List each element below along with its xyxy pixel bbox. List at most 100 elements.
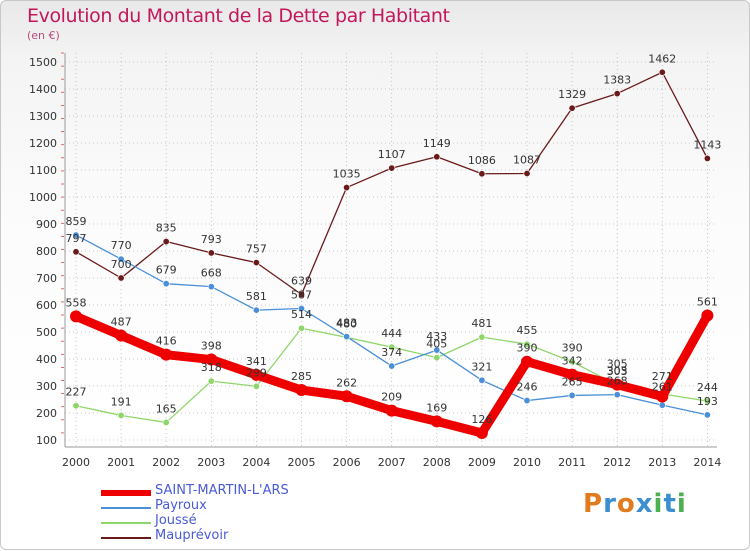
data-label: 305 (607, 358, 628, 371)
data-label: 1383 (603, 74, 631, 87)
data-label: 679 (156, 264, 177, 277)
logo-letter: P (583, 489, 604, 519)
data-label: 1087 (513, 154, 541, 167)
data-label: 416 (156, 335, 177, 348)
data-label: 299 (246, 366, 267, 379)
data-point (478, 170, 486, 178)
x-tick-label: 2000 (62, 456, 90, 469)
data-point (568, 358, 576, 366)
data-point (205, 353, 218, 366)
data-point (117, 255, 125, 263)
data-point (385, 404, 398, 417)
proxiti-logo: Proxiti (583, 489, 687, 519)
legend-label: Joussé (155, 513, 197, 528)
data-label: 303 (607, 365, 628, 378)
data-label: 859 (66, 215, 87, 228)
data-point (521, 355, 533, 368)
data-label: 487 (111, 316, 132, 329)
data-label: 398 (201, 340, 222, 353)
data-label: 793 (201, 233, 222, 246)
y-tick-label: 1400 (29, 83, 57, 96)
logo-letter: i (676, 489, 687, 519)
data-point (252, 382, 260, 390)
y-tick-label: 500 (36, 326, 57, 339)
legend-item: SAINT-MARTIN-L'ARS (101, 483, 361, 500)
data-label: 558 (66, 296, 87, 309)
data-label: 341 (246, 355, 267, 368)
data-label: 587 (291, 289, 312, 302)
data-point (160, 348, 173, 361)
data-point (613, 90, 621, 98)
data-point (703, 397, 711, 405)
data-point (250, 368, 263, 381)
data-point (162, 280, 170, 288)
legend-item: Mauprévoir (101, 528, 361, 545)
data-point (568, 104, 576, 112)
data-point (72, 402, 80, 410)
data-point (613, 391, 621, 399)
data-point (658, 401, 666, 409)
data-label: 770 (111, 239, 132, 252)
data-point (388, 343, 396, 351)
data-point (252, 306, 260, 314)
data-label: 321 (471, 360, 492, 373)
x-tick-label: 2003 (197, 456, 225, 469)
x-tick-label: 2005 (288, 456, 316, 469)
data-label: 561 (697, 296, 718, 309)
data-label: 244 (697, 381, 718, 394)
data-label: 433 (426, 330, 447, 343)
data-label: 480 (336, 317, 357, 330)
data-label: 514 (291, 308, 312, 321)
series-Mauprévoir (72, 68, 711, 298)
data-label: 700 (111, 258, 132, 271)
data-point (297, 324, 305, 332)
data-label: 405 (426, 338, 447, 351)
data-point (297, 290, 305, 298)
data-label: 1086 (468, 154, 496, 167)
data-point (72, 248, 80, 256)
data-label: 1107 (378, 148, 406, 161)
x-tick-label: 2009 (468, 456, 496, 469)
data-label: 1143 (693, 138, 721, 151)
data-label: 268 (607, 375, 628, 388)
y-tick-label: 200 (36, 407, 57, 420)
data-point (388, 362, 396, 370)
data-label: 668 (201, 267, 222, 280)
y-tick-label: 400 (36, 353, 57, 366)
data-point (430, 415, 443, 428)
y-tick-label: 1500 (29, 56, 57, 69)
data-point (701, 309, 714, 322)
data-point (475, 426, 488, 439)
logo-letter: i (653, 489, 664, 519)
data-point (433, 153, 441, 161)
data-point (207, 249, 215, 257)
data-label: 481 (471, 317, 492, 330)
data-point (433, 346, 441, 354)
data-label: 444 (381, 327, 402, 340)
legend-label: SAINT-MARTIN-L'ARS (155, 483, 289, 498)
data-label: 305 (607, 365, 628, 378)
data-label: 455 (517, 324, 538, 337)
data-label: 265 (562, 375, 583, 388)
data-label: 374 (381, 346, 402, 359)
x-tick-label: 2010 (513, 456, 541, 469)
logo-letter: t (663, 489, 677, 519)
data-point (207, 377, 215, 385)
data-point (115, 329, 128, 342)
x-tick-label: 2014 (693, 456, 721, 469)
legend-swatch (101, 507, 151, 509)
data-label: 390 (562, 342, 583, 355)
data-label: 209 (381, 391, 402, 404)
data-label: 261 (652, 381, 673, 394)
logo-letter: x (635, 489, 654, 519)
y-tick-label: 1300 (29, 110, 57, 123)
data-point (433, 354, 441, 362)
data-point (656, 390, 669, 403)
data-label: 797 (66, 232, 87, 245)
data-label: 191 (111, 395, 132, 408)
data-point (340, 390, 353, 403)
data-label: 1329 (558, 88, 586, 101)
x-tick-label: 2012 (603, 456, 631, 469)
y-tick-label: 800 (36, 245, 57, 258)
